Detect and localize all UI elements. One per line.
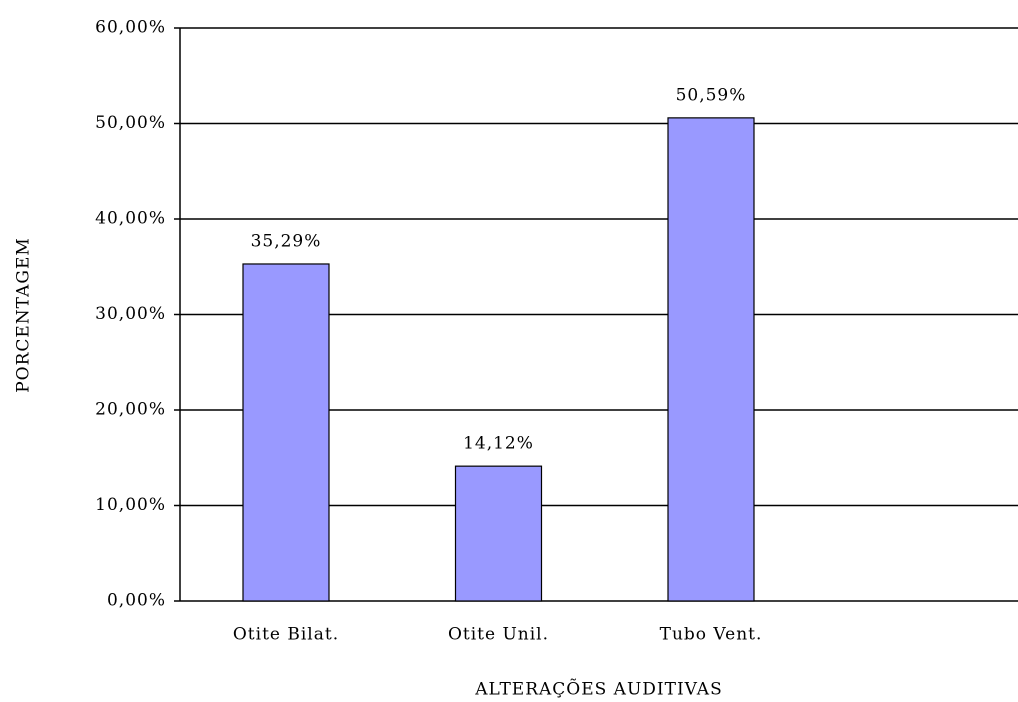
bar xyxy=(454,465,543,602)
value-label: 14,12% xyxy=(463,434,534,454)
y-tick-label: 50,00% xyxy=(95,113,166,133)
y-tick-label: 0,00% xyxy=(107,591,166,611)
x-tick-label: Tubo Vent. xyxy=(660,625,763,645)
x-tick-label: Otite Bilat. xyxy=(233,625,339,645)
value-label: 50,59% xyxy=(676,85,747,105)
bar xyxy=(242,263,330,602)
y-tick-label: 40,00% xyxy=(95,209,166,229)
bar xyxy=(667,117,755,602)
y-tick-label: 10,00% xyxy=(95,495,166,515)
x-tick-label: Otite Unil. xyxy=(448,625,549,645)
value-label: 35,29% xyxy=(251,231,322,251)
x-axis-label: ALTERAÇÕES AUDITIVAS xyxy=(474,679,722,700)
y-axis-label: PORCENTAGEM xyxy=(14,237,34,393)
y-tick-label: 20,00% xyxy=(95,400,166,420)
y-tick-label: 30,00% xyxy=(95,304,166,324)
y-tick-label: 60,00% xyxy=(95,18,166,38)
